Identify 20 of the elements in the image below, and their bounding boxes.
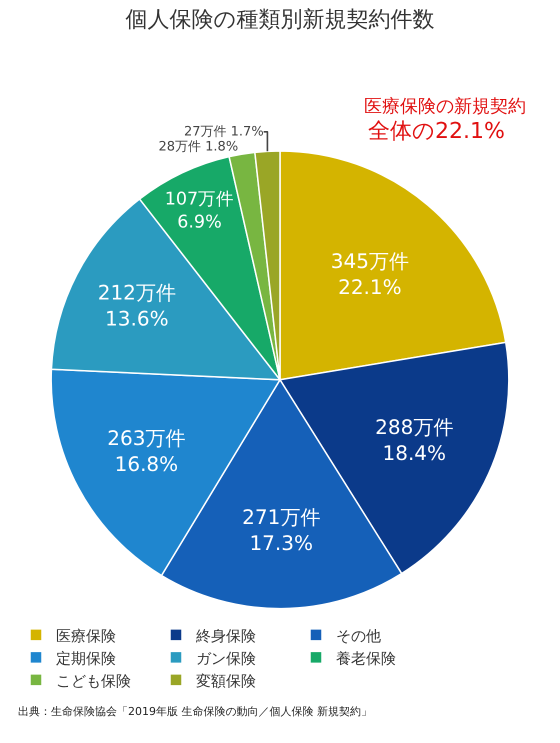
data-label: 27万件 1.7% [184,124,264,140]
legend-label: 定期保険 [56,649,116,668]
chart-title: 個人保険の種類別新規契約件数 [126,8,434,33]
legend-label: 養老保険 [336,649,396,668]
legend-label: 医療保険 [56,626,116,645]
legend-label: その他 [336,626,381,645]
data-label: 288万件 18.4% [375,415,454,466]
data-label: 107万件 6.9% [164,190,234,232]
legend-label: 終身保険 [195,626,256,645]
data-label: 271万件 17.3% [242,504,320,555]
data-label: 28万件 1.8% [158,139,238,154]
text: 医療保険の新規契約 [364,96,526,117]
legend-label: こども保険 [56,672,131,690]
legend-label: ガン保険 [196,649,256,668]
data-label: 345万件 22.1% [330,248,409,299]
source-note: 出典：生命保険協会「2019年版 生命保険の動向／個人保険 新規契約」 [18,705,372,718]
text: 全体の22.1% [368,119,505,144]
legend-label: 変額保険 [196,672,256,690]
data-label: 212万件 13.6% [98,280,176,331]
data-label: 263万件 16.8% [107,426,186,476]
